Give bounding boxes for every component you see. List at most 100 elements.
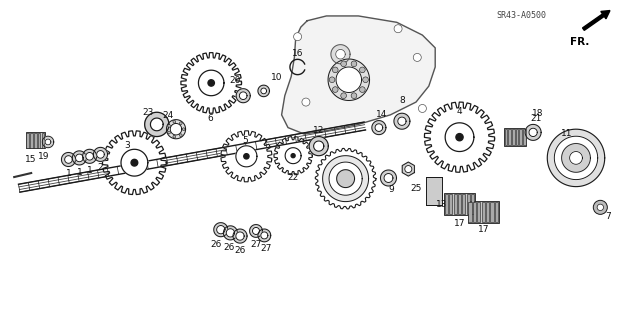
Polygon shape xyxy=(236,89,250,103)
Polygon shape xyxy=(384,174,393,182)
Polygon shape xyxy=(261,232,268,239)
Polygon shape xyxy=(221,131,272,182)
Text: 12: 12 xyxy=(313,126,324,135)
Polygon shape xyxy=(166,120,186,139)
Text: 2: 2 xyxy=(98,163,103,172)
Polygon shape xyxy=(403,162,414,176)
Circle shape xyxy=(360,87,365,93)
Text: 17: 17 xyxy=(478,225,490,234)
Text: 3: 3 xyxy=(124,141,129,150)
Polygon shape xyxy=(239,92,247,100)
Circle shape xyxy=(173,135,175,138)
Circle shape xyxy=(131,159,138,166)
Circle shape xyxy=(302,98,310,106)
Polygon shape xyxy=(285,148,301,164)
Polygon shape xyxy=(145,112,169,137)
Polygon shape xyxy=(97,151,104,158)
Polygon shape xyxy=(250,225,262,237)
Bar xyxy=(462,194,465,214)
Bar xyxy=(471,194,474,214)
Circle shape xyxy=(360,67,365,73)
Circle shape xyxy=(413,53,421,62)
Polygon shape xyxy=(61,152,76,167)
Bar xyxy=(468,202,472,222)
Circle shape xyxy=(363,77,369,83)
Polygon shape xyxy=(554,136,598,180)
Bar xyxy=(504,129,507,145)
Circle shape xyxy=(332,67,338,73)
Polygon shape xyxy=(529,128,537,137)
Circle shape xyxy=(244,154,249,159)
Bar xyxy=(504,128,527,146)
Polygon shape xyxy=(198,70,224,96)
Bar xyxy=(38,133,40,147)
Text: 7: 7 xyxy=(605,212,611,221)
Circle shape xyxy=(405,166,412,173)
Bar xyxy=(524,129,526,145)
Polygon shape xyxy=(525,124,541,140)
Bar xyxy=(473,202,476,222)
Circle shape xyxy=(593,200,607,214)
Bar xyxy=(444,193,475,215)
Polygon shape xyxy=(337,170,355,188)
Polygon shape xyxy=(282,16,435,134)
Polygon shape xyxy=(316,148,376,209)
Polygon shape xyxy=(214,223,228,237)
Polygon shape xyxy=(445,123,474,152)
Bar xyxy=(26,132,45,148)
Text: 10: 10 xyxy=(271,73,283,82)
Bar xyxy=(445,194,448,214)
Polygon shape xyxy=(562,144,590,172)
Text: 24: 24 xyxy=(162,111,173,120)
Bar xyxy=(482,202,484,222)
Bar xyxy=(490,202,493,222)
Polygon shape xyxy=(309,137,328,156)
Bar xyxy=(449,194,452,214)
Circle shape xyxy=(179,122,182,125)
Bar xyxy=(26,133,29,147)
Polygon shape xyxy=(236,232,244,240)
Bar xyxy=(477,202,481,222)
Bar xyxy=(426,177,442,205)
Polygon shape xyxy=(261,88,266,94)
Polygon shape xyxy=(375,124,383,131)
Polygon shape xyxy=(170,123,182,135)
Polygon shape xyxy=(65,156,72,163)
Text: 9: 9 xyxy=(389,185,394,194)
Bar xyxy=(458,194,461,214)
Text: 14: 14 xyxy=(376,110,388,119)
Bar xyxy=(454,194,457,214)
Text: 22: 22 xyxy=(287,173,299,182)
Text: 16: 16 xyxy=(292,49,303,58)
Polygon shape xyxy=(233,229,247,243)
Text: 19: 19 xyxy=(38,152,49,161)
Text: 27: 27 xyxy=(250,241,262,249)
Bar xyxy=(516,129,518,145)
Text: 6: 6 xyxy=(207,114,212,122)
Text: 13: 13 xyxy=(436,200,447,209)
Bar xyxy=(34,133,36,147)
Text: 4: 4 xyxy=(457,107,462,115)
Bar xyxy=(468,201,499,223)
Polygon shape xyxy=(547,129,605,187)
Polygon shape xyxy=(253,227,259,234)
Bar xyxy=(512,129,515,145)
Polygon shape xyxy=(331,45,350,64)
Circle shape xyxy=(351,61,357,67)
Polygon shape xyxy=(323,156,369,202)
Text: 26: 26 xyxy=(223,243,235,252)
Text: 21: 21 xyxy=(531,114,542,122)
Bar xyxy=(467,194,470,214)
Circle shape xyxy=(456,134,463,141)
Text: 1: 1 xyxy=(77,168,82,177)
Bar xyxy=(508,129,511,145)
Text: 20: 20 xyxy=(230,76,241,85)
Polygon shape xyxy=(236,146,257,167)
Text: 25: 25 xyxy=(410,184,422,193)
Circle shape xyxy=(340,61,346,67)
FancyArrow shape xyxy=(582,11,610,30)
Polygon shape xyxy=(150,118,163,131)
Circle shape xyxy=(332,87,338,93)
Polygon shape xyxy=(372,121,386,135)
Bar xyxy=(42,133,44,147)
